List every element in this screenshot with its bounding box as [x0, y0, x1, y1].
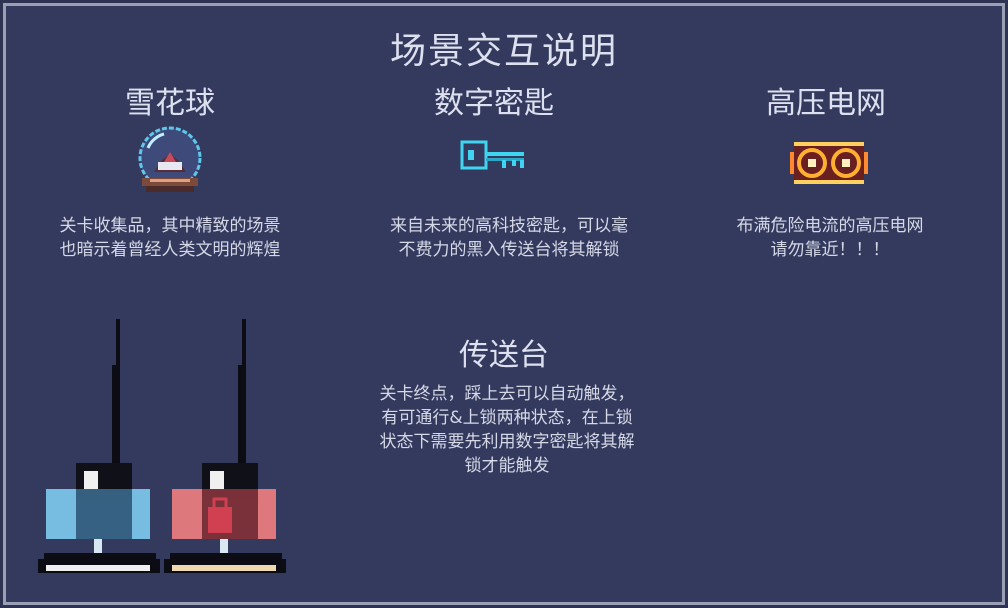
grid-desc-line-1: 布满危险电流的高压电网	[736, 216, 924, 236]
frame	[3, 3, 1005, 605]
teleporter-desc-line-1: 关卡终点，踩上去可以自动触发，	[379, 384, 635, 404]
teleporter-icons	[38, 319, 286, 573]
key-title: 数字密匙	[434, 86, 554, 121]
snowglobe-title: 雪花球	[125, 86, 215, 121]
key-desc-line-2: 不费力的黑入传送台将其解锁	[398, 240, 620, 260]
key-desc-line-1: 来自未来的高科技密匙，可以毫	[390, 216, 628, 236]
snowglobe-desc-line-2: 也暗示着曾经人类文明的辉煌	[59, 240, 281, 260]
teleporter-desc-line-2: 有可通行&上锁两种状态，在上锁	[381, 408, 633, 428]
digital-key-icon	[460, 140, 524, 170]
page-title: 场景交互说明	[389, 31, 618, 72]
grid-description: 布满危险电流的高压电网 请勿靠近！！！	[700, 214, 960, 262]
snowglobe-icon	[138, 126, 202, 192]
key-description: 来自未来的高科技密匙，可以毫 不费力的黑入传送台将其解锁	[364, 214, 654, 262]
teleporter-desc-line-4: 锁才能触发	[464, 456, 550, 476]
electric-grid-icon	[790, 142, 868, 184]
teleporter-description: 关卡终点，踩上去可以自动触发， 有可通行&上锁两种状态，在上锁 状态下需要先利用…	[352, 382, 662, 478]
snowglobe-description: 关卡收集品，其中精致的场景 也暗示着曾经人类文明的辉煌	[30, 214, 310, 262]
teleporter-title: 传送台	[459, 338, 549, 373]
snowglobe-desc-line-1: 关卡收集品，其中精致的场景	[59, 216, 281, 236]
teleporter-locked	[164, 319, 286, 573]
grid-title: 高压电网	[766, 86, 886, 121]
grid-desc-line-2: 请勿靠近！！！	[770, 240, 890, 260]
teleporter-desc-line-3: 状态下需要先利用数字密匙将其解	[379, 432, 635, 452]
teleporter-unlocked	[38, 319, 160, 573]
